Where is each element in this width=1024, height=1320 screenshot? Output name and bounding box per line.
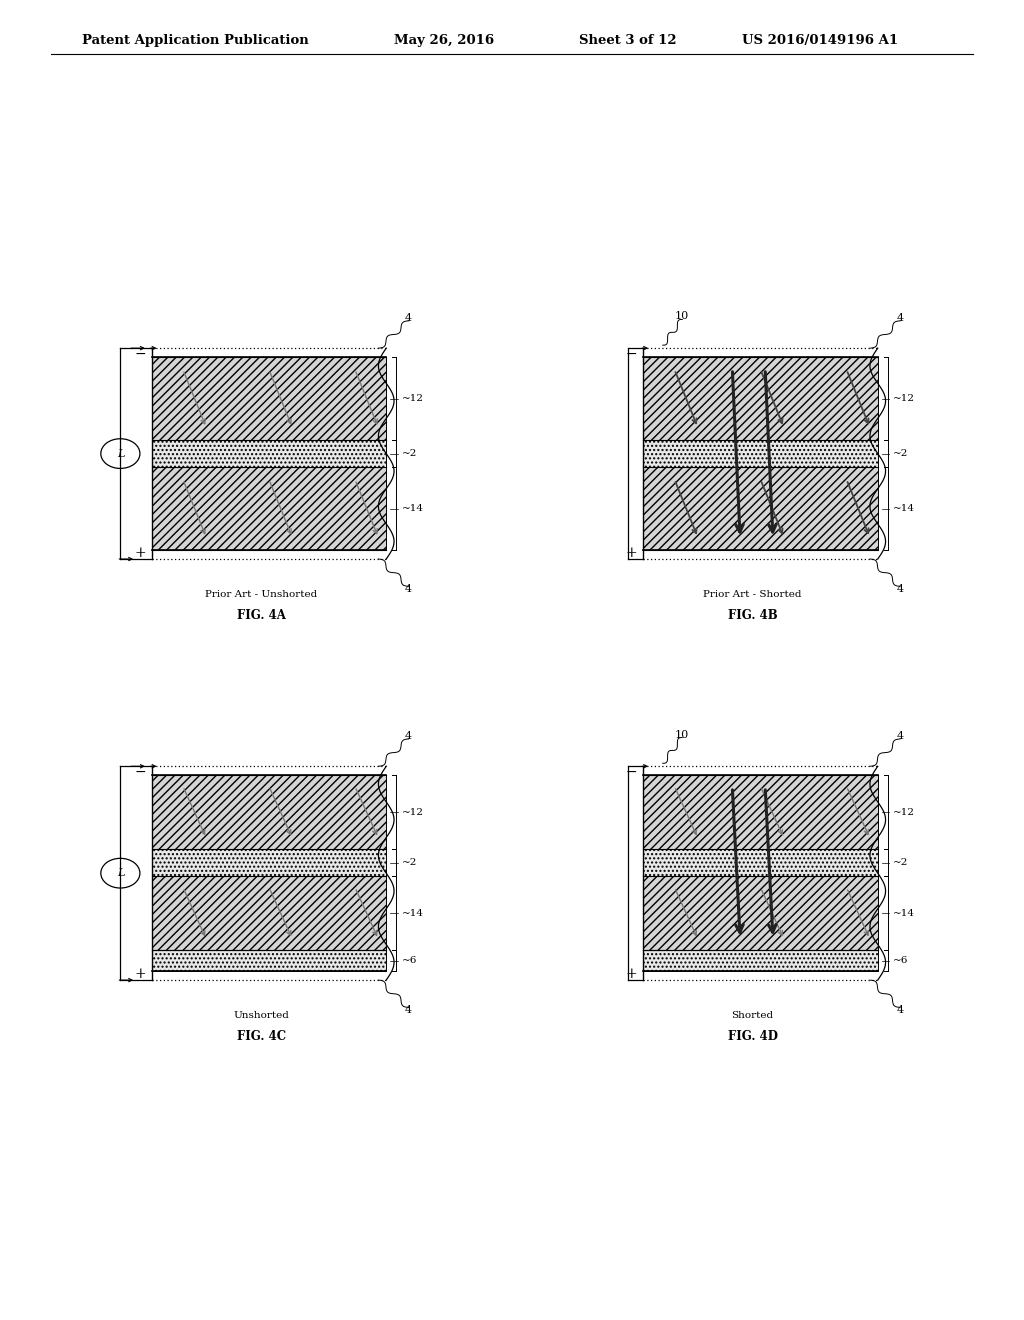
- Text: L: L: [117, 449, 124, 458]
- Polygon shape: [152, 467, 386, 550]
- Text: 4: 4: [406, 313, 412, 323]
- Text: L: L: [117, 869, 124, 878]
- Text: Prior Art - Unshorted: Prior Art - Unshorted: [205, 590, 317, 599]
- Text: 4: 4: [897, 731, 903, 741]
- Text: US 2016/0149196 A1: US 2016/0149196 A1: [742, 34, 898, 46]
- Polygon shape: [152, 440, 386, 467]
- Text: 4: 4: [406, 731, 412, 741]
- Text: 4: 4: [897, 585, 903, 594]
- Text: ~12: ~12: [401, 808, 424, 817]
- Text: 10: 10: [675, 730, 689, 739]
- Text: −: −: [134, 347, 145, 362]
- Polygon shape: [152, 356, 386, 440]
- Text: ~2: ~2: [893, 449, 908, 458]
- Polygon shape: [643, 876, 878, 950]
- Text: ~14: ~14: [401, 504, 424, 513]
- Polygon shape: [152, 876, 386, 950]
- Text: 4: 4: [897, 1006, 903, 1015]
- Text: FIG. 4A: FIG. 4A: [237, 609, 286, 622]
- Text: +: +: [626, 968, 637, 981]
- Text: ~14: ~14: [401, 908, 424, 917]
- Text: +: +: [134, 546, 145, 560]
- Text: ~2: ~2: [401, 858, 417, 867]
- Polygon shape: [643, 467, 878, 550]
- Text: ~12: ~12: [401, 395, 424, 403]
- Polygon shape: [643, 950, 878, 972]
- Text: ~14: ~14: [893, 908, 915, 917]
- Text: FIG. 4B: FIG. 4B: [728, 609, 777, 622]
- Polygon shape: [643, 356, 878, 440]
- Text: Unshorted: Unshorted: [233, 1011, 289, 1020]
- Text: Shorted: Shorted: [731, 1011, 774, 1020]
- Text: ~2: ~2: [401, 449, 417, 458]
- Polygon shape: [643, 850, 878, 876]
- Text: ~6: ~6: [401, 956, 417, 965]
- Text: Patent Application Publication: Patent Application Publication: [82, 34, 308, 46]
- Text: FIG. 4D: FIG. 4D: [728, 1030, 777, 1043]
- Text: −: −: [626, 347, 637, 362]
- Text: FIG. 4C: FIG. 4C: [237, 1030, 286, 1043]
- Text: ~6: ~6: [893, 956, 908, 965]
- Text: ~2: ~2: [893, 858, 908, 867]
- Polygon shape: [643, 775, 878, 850]
- Polygon shape: [152, 950, 386, 972]
- Text: Prior Art - Shorted: Prior Art - Shorted: [703, 590, 802, 599]
- Text: May 26, 2016: May 26, 2016: [394, 34, 495, 46]
- Text: +: +: [134, 968, 145, 981]
- Text: −: −: [626, 766, 637, 779]
- Text: 4: 4: [897, 313, 903, 323]
- Text: +: +: [626, 546, 637, 560]
- Text: ~12: ~12: [893, 808, 915, 817]
- Polygon shape: [643, 440, 878, 467]
- Text: ~14: ~14: [893, 504, 915, 513]
- Text: 4: 4: [406, 1006, 412, 1015]
- Text: 4: 4: [406, 585, 412, 594]
- Text: Sheet 3 of 12: Sheet 3 of 12: [579, 34, 676, 46]
- Text: 10: 10: [675, 312, 689, 322]
- Text: ~12: ~12: [893, 395, 915, 403]
- Polygon shape: [152, 775, 386, 850]
- Text: −: −: [134, 766, 145, 779]
- Polygon shape: [152, 850, 386, 876]
